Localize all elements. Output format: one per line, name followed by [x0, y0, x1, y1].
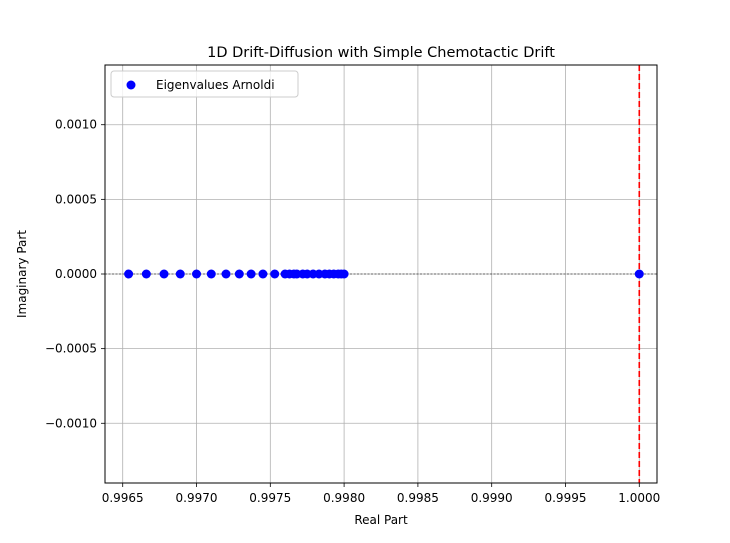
eigenvalue-point: [234, 269, 244, 279]
y-tick-label: 0.0000: [55, 267, 97, 281]
y-tick-label: −0.0010: [45, 416, 97, 430]
eigenvalue-point: [634, 269, 644, 279]
x-tick-label: 0.9980: [323, 491, 365, 505]
eigenvalue-point: [124, 269, 134, 279]
x-axis-label: Real Part: [354, 513, 408, 527]
x-tick-label: 0.9985: [397, 491, 439, 505]
legend-box: [110, 70, 299, 98]
x-tick-label: 1.0000: [618, 491, 660, 505]
eigenvalue-point: [221, 269, 231, 279]
chart-title: 1D Drift-Diffusion with Simple Chemotact…: [207, 45, 555, 61]
eigenvalue-point: [159, 269, 169, 279]
y-tick-label: 0.0010: [55, 118, 97, 132]
eigenvalue-point: [206, 269, 216, 279]
eigenvalue-point: [339, 269, 349, 279]
x-tick-label: 0.9995: [544, 491, 586, 505]
legend: Eigenvalues Arnoldi: [110, 70, 299, 98]
x-tick-label: 0.9975: [249, 491, 291, 505]
eigenvalue-point: [270, 269, 280, 279]
x-axis-ticks: 0.9965 0.9970 0.9975 0.9980 0.9985 0.9990 0.99…: [102, 483, 660, 505]
eigenvalue-point: [258, 269, 268, 279]
y-axis-label: Imaginary Part: [15, 230, 29, 318]
x-tick-label: 0.9965: [102, 491, 144, 505]
data-points: [124, 269, 644, 279]
legend-marker: [126, 80, 136, 90]
y-axis-ticks: 0.0010 0.0005 0.0000 −0.0005 −0.0010: [45, 118, 105, 430]
x-tick-label: 0.9990: [471, 491, 513, 505]
eigenvalue-point: [246, 269, 256, 279]
y-tick-label: 0.0005: [55, 192, 97, 206]
x-tick-label: 0.9970: [176, 491, 218, 505]
eigenvalue-point: [141, 269, 151, 279]
legend-entry-label: Eigenvalues Arnoldi: [156, 78, 275, 92]
y-tick-label: −0.0005: [45, 342, 97, 356]
eigenvalue-point: [192, 269, 202, 279]
eigenvalue-point: [175, 269, 185, 279]
